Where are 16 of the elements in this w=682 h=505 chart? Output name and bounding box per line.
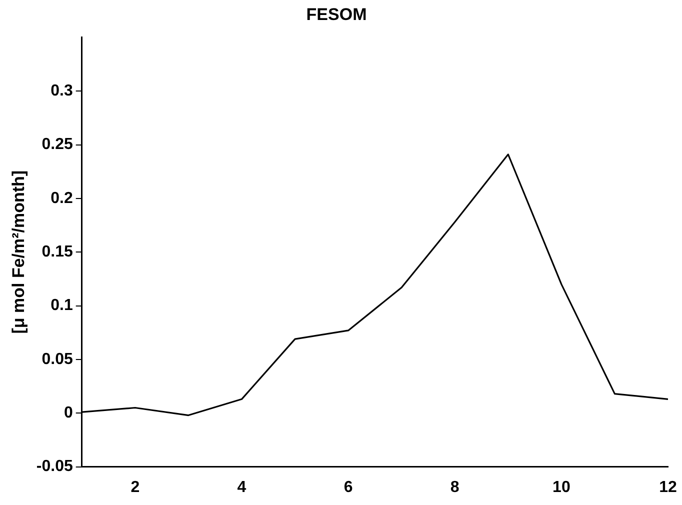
- y-tick-label: 0: [64, 404, 73, 422]
- x-tick-label: 2: [130, 478, 140, 496]
- y-tick-label: 0.2: [50, 190, 73, 207]
- x-tick-label: 12: [659, 478, 677, 496]
- y-axis-title: [μ mol Fe/m²/month]: [8, 170, 28, 334]
- x-tick-label: 10: [552, 478, 570, 496]
- y-tick-label: 0.05: [42, 350, 73, 368]
- y-tick-label: 0.15: [42, 244, 73, 261]
- chart-title: FESOM: [306, 4, 367, 24]
- x-tick-label: 4: [237, 478, 246, 496]
- y-tick-label: 0.3: [50, 82, 73, 100]
- y-tick-label: 0.25: [42, 136, 73, 154]
- y-tick-label: 0.1: [50, 297, 73, 314]
- x-tick-label: 8: [450, 478, 460, 496]
- x-tick-label: 6: [344, 478, 353, 496]
- y-tick-label: -0.05: [36, 458, 73, 476]
